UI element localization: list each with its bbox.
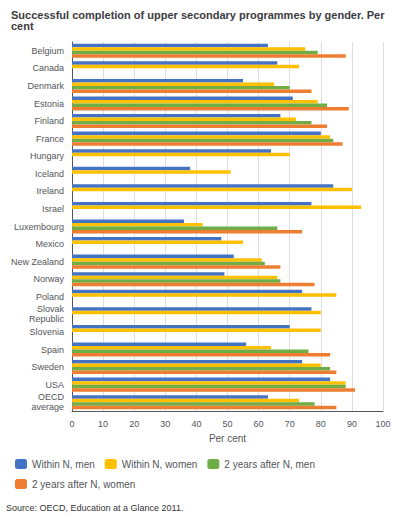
- svg-text:0: 0: [69, 419, 74, 429]
- svg-text:Hungary: Hungary: [30, 151, 65, 161]
- svg-text:Ireland: Ireland: [36, 186, 64, 196]
- svg-text:average: average: [31, 402, 64, 412]
- svg-text:40: 40: [191, 419, 201, 429]
- svg-text:Iceland: Iceland: [35, 169, 64, 179]
- svg-text:Denmark: Denmark: [27, 81, 64, 91]
- svg-text:2 years after N, men: 2 years after N, men: [224, 459, 315, 470]
- svg-text:cent: cent: [11, 20, 34, 32]
- svg-text:Mexico: Mexico: [35, 239, 64, 249]
- svg-text:Successful completion of upper: Successful completion of upper secondary…: [11, 9, 388, 21]
- svg-text:Luxembourg: Luxembourg: [14, 222, 64, 232]
- svg-text:Estonia: Estonia: [34, 99, 64, 109]
- svg-text:USA: USA: [45, 380, 64, 390]
- svg-text:20: 20: [129, 419, 139, 429]
- svg-text:100: 100: [375, 419, 390, 429]
- svg-text:New Zealand: New Zealand: [11, 257, 64, 267]
- svg-text:Within N, men: Within N, men: [32, 459, 95, 470]
- svg-text:2 years after N, women: 2 years after N, women: [32, 479, 135, 490]
- svg-text:90: 90: [347, 419, 357, 429]
- svg-text:Israel: Israel: [42, 204, 64, 214]
- svg-text:Belgium: Belgium: [31, 46, 64, 56]
- svg-text:Slovenia: Slovenia: [29, 327, 64, 337]
- svg-text:10: 10: [98, 419, 108, 429]
- svg-text:80: 80: [316, 419, 326, 429]
- svg-text:OECD: OECD: [38, 392, 65, 402]
- svg-text:Per cent: Per cent: [209, 433, 246, 444]
- svg-text:30: 30: [160, 419, 170, 429]
- svg-text:Spain: Spain: [41, 345, 64, 355]
- svg-text:Finland: Finland: [34, 116, 64, 126]
- svg-text:Canada: Canada: [32, 63, 64, 73]
- svg-text:Source: OECD, Education at a G: Source: OECD, Education at a Glance 2011…: [6, 503, 183, 513]
- svg-text:Within N, women: Within N, women: [122, 459, 198, 470]
- svg-text:60: 60: [254, 419, 264, 429]
- svg-text:Poland: Poland: [36, 292, 64, 302]
- svg-text:50: 50: [222, 419, 232, 429]
- svg-text:Slovak: Slovak: [37, 304, 65, 314]
- svg-text:70: 70: [285, 419, 295, 429]
- svg-text:Norway: Norway: [33, 274, 64, 284]
- svg-text:Republic: Republic: [29, 314, 65, 324]
- svg-text:France: France: [36, 134, 64, 144]
- svg-text:Sweden: Sweden: [31, 362, 64, 372]
